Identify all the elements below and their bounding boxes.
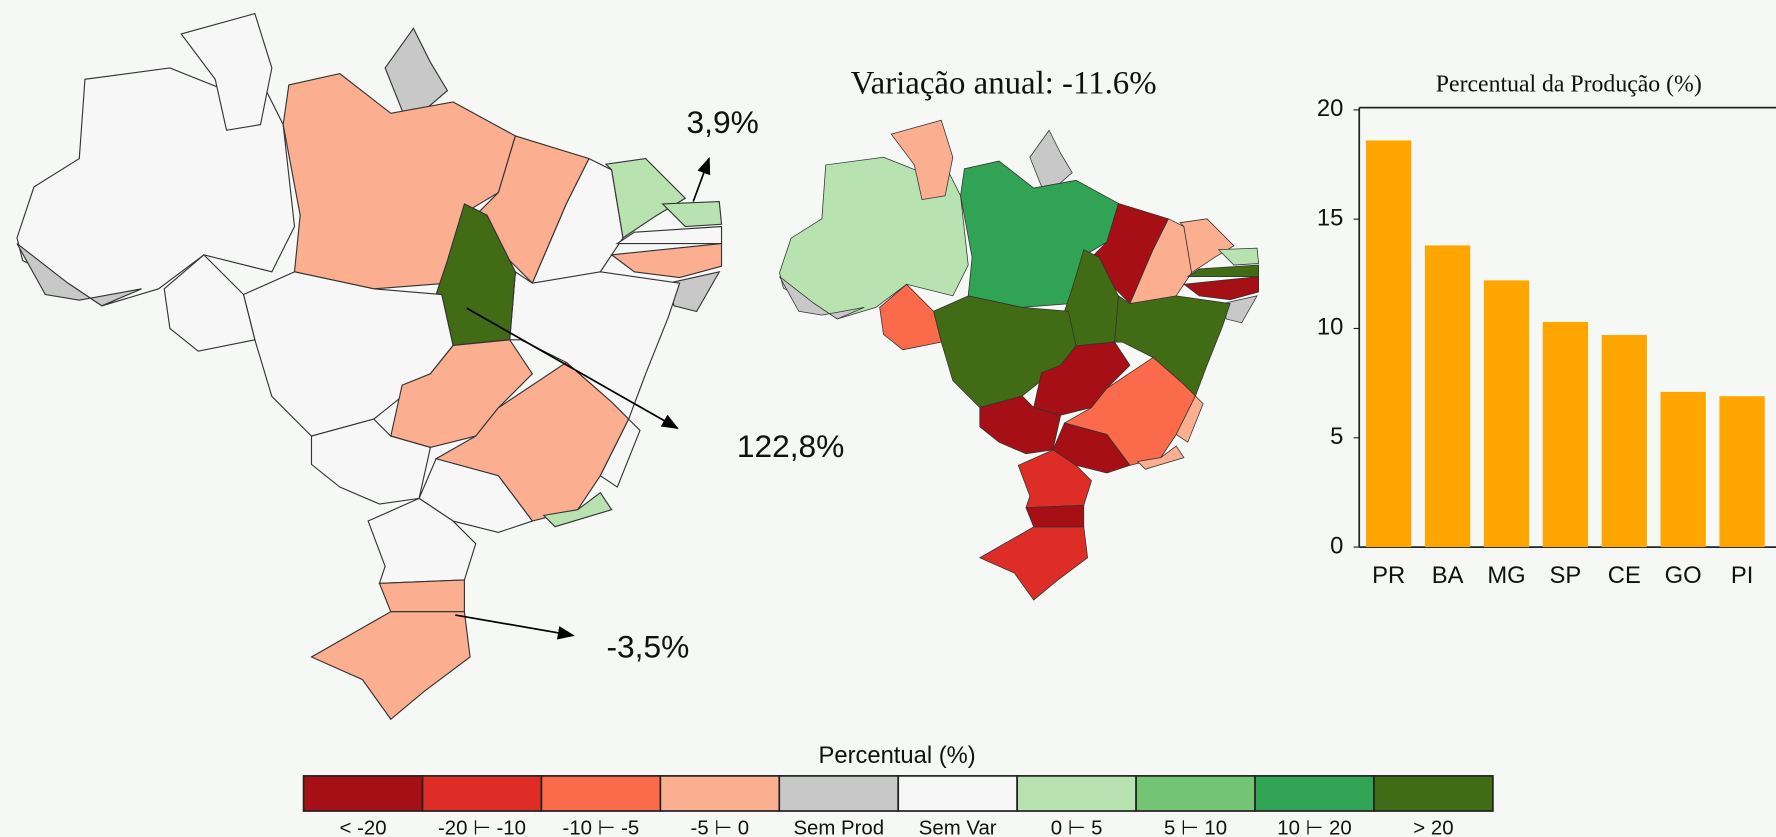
y-tick-label: 5 — [1330, 423, 1343, 450]
legend-label: 0 ⊢ 5 — [1051, 818, 1103, 837]
map-left — [16, 13, 723, 720]
y-tick-label: 20 — [1317, 95, 1343, 122]
legend-label: -20 ⊢ -10 — [438, 818, 526, 837]
legend-swatch — [421, 775, 543, 812]
legend-label: 5 ⊢ 10 — [1164, 818, 1227, 837]
x-tick-label: BA — [1432, 562, 1464, 589]
legend-swatch — [540, 775, 662, 812]
legend-swatch — [897, 775, 1019, 812]
bar — [1542, 321, 1589, 548]
x-tick-label: PR — [1372, 562, 1405, 589]
legend-label: < -20 — [340, 818, 387, 837]
x-tick-label: GO — [1665, 562, 1702, 589]
chart-title: Percentual da Produção (%) — [1436, 72, 1702, 98]
legend-swatch — [1254, 775, 1375, 812]
map-right — [779, 119, 1259, 601]
x-tick-label: PI — [1731, 562, 1753, 589]
y-tick-label: 0 — [1330, 532, 1343, 559]
content: 3,9% 122,8% -3,5% Variação anual: -11.6%… — [16, 13, 1776, 837]
legend-swatch — [1135, 775, 1256, 812]
arrows — [455, 156, 711, 640]
bar — [1424, 245, 1471, 548]
y-tick-label: 15 — [1317, 204, 1343, 231]
bar — [1660, 391, 1706, 548]
annotation: 122,8% — [737, 428, 845, 464]
legend-swatch — [1373, 775, 1494, 812]
annotation: 3,9% — [687, 104, 759, 140]
legend-label: > 20 — [1413, 818, 1453, 837]
bar — [1601, 335, 1647, 548]
bar — [1483, 280, 1530, 548]
y-tick-label: 10 — [1317, 314, 1343, 341]
legend-swatch — [659, 775, 781, 812]
legend-label: Sem Prod — [793, 818, 884, 837]
legend-swatch — [302, 775, 424, 812]
legend-label: 10 ⊢ 20 — [1277, 818, 1351, 837]
legend-label: -5 ⊢ 0 — [691, 818, 750, 837]
legend-swatch — [778, 775, 900, 812]
x-tick-label: SP — [1550, 562, 1582, 589]
bar — [1366, 140, 1412, 548]
x-tick-label: CE — [1608, 562, 1641, 589]
bar — [1719, 396, 1765, 548]
map-title: Variação anual: -11.6% — [851, 66, 1157, 102]
legend-label: -10 ⊢ -5 — [563, 818, 640, 837]
legend-title: Percentual (%) — [819, 742, 976, 769]
legend-swatch — [1016, 775, 1137, 812]
x-tick-label: MG — [1487, 562, 1525, 589]
legend-label: Sem Var — [919, 818, 997, 837]
annotation: -3,5% — [606, 628, 689, 664]
